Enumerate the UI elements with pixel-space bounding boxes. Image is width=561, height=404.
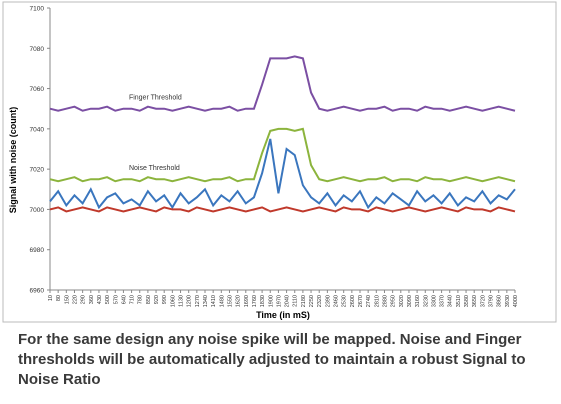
- x-tick-label: 710: [130, 295, 136, 304]
- x-tick-label: 2040: [285, 295, 291, 307]
- x-tick-label: 1200: [187, 295, 193, 307]
- y-tick-label: 7080: [30, 46, 45, 53]
- x-tick-label: 2180: [301, 295, 307, 307]
- x-tick-label: 2950: [391, 295, 397, 307]
- y-tick-label: 6960: [30, 288, 45, 295]
- chart-frame: [2, 1, 557, 323]
- y-tick-label: 7040: [30, 126, 45, 133]
- x-tick-label: 3090: [407, 295, 413, 307]
- y-axis-title: Signal with noise (count): [8, 107, 18, 214]
- x-tick-label: 4000: [513, 295, 519, 307]
- x-tick-label: 150: [64, 295, 70, 304]
- x-tick-label: 1060: [170, 295, 176, 307]
- x-tick-label: 2530: [342, 295, 348, 307]
- x-tick-label: 990: [162, 295, 168, 304]
- x-tick-label: 3860: [497, 295, 503, 307]
- x-tick-label: 2600: [350, 295, 356, 307]
- x-tick-label: 2670: [358, 295, 364, 307]
- x-tick-label: 640: [121, 295, 127, 304]
- x-tick-label: 220: [72, 295, 78, 304]
- x-tick-label: 1760: [252, 295, 258, 307]
- y-tick-label: 6980: [30, 247, 45, 254]
- x-tick-label: 2740: [366, 295, 372, 307]
- x-tick-label: 500: [105, 295, 111, 304]
- annotation: Finger Threshold: [129, 95, 182, 102]
- x-tick-label: 2460: [334, 295, 340, 307]
- x-tick-label: 1410: [211, 295, 217, 307]
- x-tick-label: 80: [56, 295, 62, 301]
- x-tick-label: 2390: [325, 295, 331, 307]
- x-tick-label: 1620: [236, 295, 242, 307]
- y-tick-label: 7100: [30, 6, 45, 13]
- x-tick-label: 1340: [203, 295, 209, 307]
- chart: Signal with noise (count) Time (in mS) 6…: [2, 1, 557, 323]
- x-tick-label: 1970: [276, 295, 282, 307]
- x-tick-label: 1550: [227, 295, 233, 307]
- x-tick-label: 1480: [219, 295, 225, 307]
- x-tick-label: 2110: [293, 295, 299, 307]
- x-tick-label: 3160: [415, 295, 421, 307]
- x-tick-label: 3650: [472, 295, 478, 307]
- x-tick-label: 1130: [179, 295, 185, 307]
- series-line: [49, 127, 516, 183]
- x-tick-label: 360: [89, 295, 95, 304]
- x-tick-label: 10: [48, 295, 54, 301]
- y-tick-label: 7000: [30, 207, 45, 214]
- x-tick-label: 3930: [505, 295, 511, 307]
- y-tick-label: 7020: [30, 167, 45, 174]
- series-line: [49, 55, 516, 112]
- x-axis-title: Time (in mS): [256, 310, 310, 320]
- x-tick-label: 290: [81, 295, 87, 304]
- x-tick-label: 2320: [317, 295, 323, 307]
- x-tick-label: 920: [154, 295, 160, 304]
- x-tick-label: 3440: [448, 295, 454, 307]
- x-tick-label: 3300: [431, 295, 437, 307]
- x-tick-label: 3720: [480, 295, 486, 307]
- x-tick-label: 3580: [464, 295, 470, 307]
- x-tick-label: 3790: [489, 295, 495, 307]
- y-tick-label: 7060: [30, 86, 45, 93]
- x-tick-label: 430: [97, 295, 103, 304]
- x-tick-label: 3370: [440, 295, 446, 307]
- x-tick-label: 850: [146, 295, 152, 304]
- x-tick-label: 1830: [260, 295, 266, 307]
- series-line: [49, 138, 516, 210]
- x-tick-label: 570: [113, 295, 119, 304]
- x-tick-label: 3230: [423, 295, 429, 307]
- x-tick-label: 780: [138, 295, 144, 304]
- x-tick-label: 3510: [456, 295, 462, 307]
- series-line: [49, 206, 516, 213]
- annotation: Noise Threshold: [129, 165, 180, 172]
- x-tick-label: 1690: [244, 295, 250, 307]
- x-tick-label: 2250: [309, 295, 315, 307]
- x-tick-label: 3020: [399, 295, 405, 307]
- x-tick-label: 1270: [195, 295, 201, 307]
- caption: For the same design any noise spike will…: [18, 331, 526, 388]
- x-tick-label: 2880: [382, 295, 388, 307]
- x-tick-label: 1900: [268, 295, 274, 307]
- x-tick-label: 2810: [374, 295, 380, 307]
